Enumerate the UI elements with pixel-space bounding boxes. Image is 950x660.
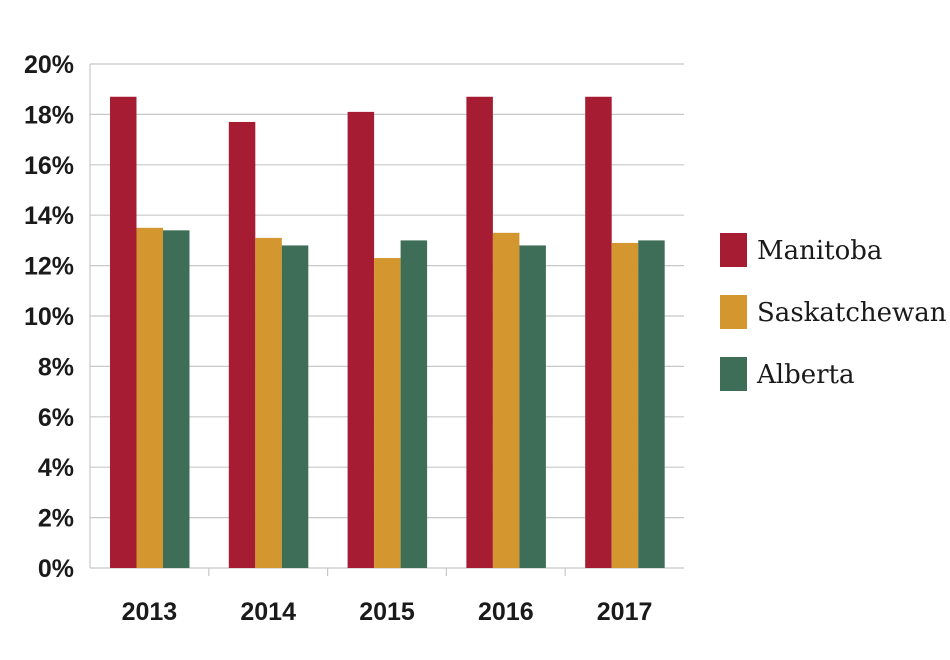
bar-alberta-2015 bbox=[400, 240, 428, 568]
bar-manitoba-2014 bbox=[228, 121, 256, 569]
y-tick-label: 20% bbox=[24, 51, 74, 79]
bar-saskatchewan-2016 bbox=[492, 232, 520, 568]
bars bbox=[110, 96, 665, 569]
x-tick-label: 2013 bbox=[122, 598, 178, 626]
bar-saskatchewan-2017 bbox=[611, 242, 639, 569]
bar-manitoba-2016 bbox=[466, 96, 493, 568]
legend-swatch-manitoba bbox=[720, 233, 747, 267]
legend-label-alberta: Alberta bbox=[756, 360, 855, 390]
bar-saskatchewan-2013 bbox=[136, 227, 163, 569]
x-axis-tick-labels: 2013 2014 2015 2016 2017 bbox=[122, 598, 653, 626]
y-tick-label: 14% bbox=[24, 202, 74, 230]
bar-manitoba-2017 bbox=[585, 96, 612, 568]
bar-alberta-2013 bbox=[163, 230, 190, 568]
legend-swatch-alberta bbox=[720, 357, 747, 391]
y-tick-label: 6% bbox=[38, 404, 74, 432]
bar-manitoba-2013 bbox=[110, 96, 137, 568]
y-tick-label: 0% bbox=[38, 555, 74, 583]
y-tick-label: 10% bbox=[24, 303, 74, 331]
y-tick-label: 18% bbox=[24, 101, 74, 129]
legend-label-manitoba: Manitoba bbox=[757, 236, 882, 266]
bar-saskatchewan-2014 bbox=[255, 237, 282, 568]
bar-alberta-2014 bbox=[281, 245, 309, 568]
y-tick-label: 12% bbox=[24, 253, 74, 281]
y-tick-label: 2% bbox=[38, 505, 74, 533]
y-tick-label: 4% bbox=[38, 454, 74, 482]
bar-alberta-2016 bbox=[519, 245, 546, 568]
x-tick-label: 2016 bbox=[478, 598, 534, 626]
y-tick-label: 16% bbox=[24, 152, 74, 180]
bar-manitoba-2015 bbox=[347, 111, 375, 568]
legend-label-saskatchewan: Saskatchewan bbox=[757, 298, 947, 328]
legend: Manitoba Saskatchewan Alberta bbox=[720, 233, 947, 391]
bar-saskatchewan-2015 bbox=[374, 258, 401, 568]
bar-alberta-2017 bbox=[638, 240, 665, 568]
x-tick-label: 2014 bbox=[240, 598, 296, 626]
y-axis-tick-labels: 0% 2% 4% 6% 8% 10% 12% 14% 16% 18% 20% bbox=[24, 51, 74, 583]
legend-swatch-saskatchewan bbox=[720, 295, 747, 329]
y-tick-label: 8% bbox=[38, 353, 74, 381]
x-tick-label: 2017 bbox=[597, 598, 653, 626]
x-tick-label: 2015 bbox=[359, 598, 415, 626]
